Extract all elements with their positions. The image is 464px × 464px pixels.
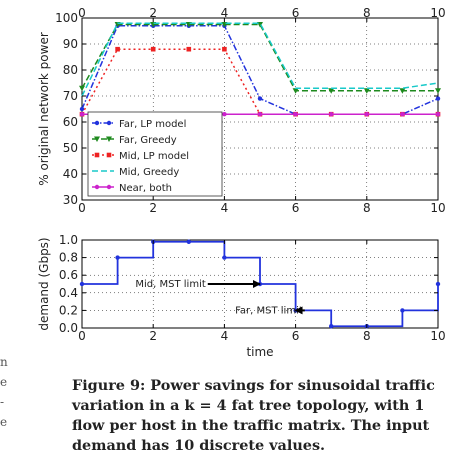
- x-tick-label: 10: [430, 329, 445, 343]
- legend-label: Mid, LP model: [119, 151, 189, 162]
- y-tick-label: 0.2: [59, 303, 78, 317]
- y-tick-label: 40: [63, 167, 78, 181]
- y-tick-label: 1.0: [59, 233, 78, 247]
- x-tick-label: 2: [149, 329, 157, 343]
- caption-line: variation in a k = 4 fat tree topology, …: [72, 396, 452, 416]
- bottom-chart: 0 2 4 6 8 10 0.0 0.2 0.4 0.6 0.8 1.0 Mid, MST limit…: [37, 233, 446, 359]
- data-point: [187, 240, 191, 244]
- data-point: [187, 47, 192, 52]
- data-point: [107, 185, 111, 189]
- series-line: [82, 26, 438, 114]
- y-tick-label: 70: [63, 89, 78, 103]
- margin-char: n: [0, 352, 10, 372]
- top-chart: 0 0 2 2 4 4 6 6 8 8 10 10 30 40 50 60 70 80 90 100 % origin…: [37, 6, 446, 215]
- top-series: [79, 22, 441, 117]
- data-point: [115, 47, 120, 52]
- x-tick-label: 8: [363, 329, 371, 343]
- data-point: [329, 112, 333, 116]
- x-tick-label-top: 2: [149, 6, 157, 20]
- data-point: [293, 112, 297, 116]
- x-tick-label: 4: [221, 201, 229, 215]
- x-tick-label: 8: [363, 201, 371, 215]
- x-tick-label: 0: [78, 201, 86, 215]
- data-point: [107, 153, 112, 158]
- data-point: [400, 112, 404, 116]
- data-point: [222, 47, 227, 52]
- series-line: [82, 49, 438, 114]
- data-point: [222, 255, 226, 259]
- bottom-y-axis-label: demand (Gbps): [37, 237, 51, 330]
- data-point: [400, 308, 404, 312]
- legend-label: Mid, Greedy: [119, 167, 179, 178]
- x-tick-label: 6: [292, 329, 300, 343]
- y-tick-label: 30: [63, 193, 78, 207]
- legend-label: Near, both: [119, 183, 172, 194]
- y-tick-label: 50: [63, 141, 78, 155]
- data-point: [80, 282, 84, 286]
- data-point: [222, 112, 226, 116]
- annotation-label: Far, MST limit: [235, 305, 303, 316]
- annotation-label: Mid, MST limit: [135, 279, 205, 290]
- data-point: [365, 112, 369, 116]
- y-tick-label: 80: [63, 63, 78, 77]
- y-tick-label: 60: [63, 115, 78, 129]
- x-tick-label-top: 4: [221, 6, 229, 20]
- bottom-x-axis-label: time: [246, 345, 273, 359]
- data-point: [436, 112, 440, 116]
- top-legend: Far, LP model Far, Greedy Mid, LP model Mid…: [88, 112, 222, 196]
- data-point: [80, 107, 84, 111]
- x-tick-label-top: 6: [292, 6, 300, 20]
- margin-char: -: [0, 392, 10, 412]
- data-point: [115, 255, 119, 259]
- caption-line: flow per host in the traffic matrix. The…: [72, 416, 452, 436]
- data-point: [435, 88, 441, 94]
- y-tick-label: 0.4: [59, 286, 78, 300]
- data-point: [258, 112, 262, 116]
- data-point: [436, 282, 440, 286]
- data-point: [107, 121, 111, 125]
- legend-label: Far, Greedy: [119, 135, 177, 146]
- x-tick-label: 6: [292, 201, 300, 215]
- data-point: [258, 96, 262, 100]
- data-point: [329, 324, 333, 328]
- data-point: [95, 153, 100, 158]
- x-tick-label: 10: [430, 201, 445, 215]
- y-tick-label: 0.0: [59, 321, 78, 335]
- x-tick-label: 4: [221, 329, 229, 343]
- top-y-axis-label: % original network power: [37, 32, 51, 186]
- y-tick-label: 90: [63, 37, 78, 51]
- caption-line: demand has 10 discrete values.: [72, 436, 452, 456]
- data-point: [436, 96, 440, 100]
- y-tick-label: 0.6: [59, 268, 78, 282]
- x-tick-label: 2: [149, 201, 157, 215]
- figure: 0 0 2 2 4 4 6 6 8 8 10 10 30 40 50 60 70 80 90 100 % origin…: [0, 0, 464, 370]
- data-point: [95, 185, 99, 189]
- y-tick-label: 0.8: [59, 251, 78, 265]
- margin-char: e: [0, 412, 10, 432]
- x-tick-label: 0: [78, 329, 86, 343]
- data-point: [80, 112, 84, 116]
- series-line: [82, 23, 438, 96]
- margin-fragment: n e - e: [0, 352, 10, 432]
- x-tick-label-top: 8: [363, 6, 371, 20]
- data-point: [151, 47, 156, 52]
- margin-char: e: [0, 372, 10, 392]
- series-line: [82, 25, 438, 91]
- legend-label: Far, LP model: [119, 119, 186, 130]
- caption-line: Figure 9: Power savings for sinusoidal t…: [72, 376, 452, 396]
- data-point: [95, 121, 99, 125]
- figure-caption: Figure 9: Power savings for sinusoidal t…: [72, 376, 452, 456]
- y-tick-label: 100: [55, 11, 78, 25]
